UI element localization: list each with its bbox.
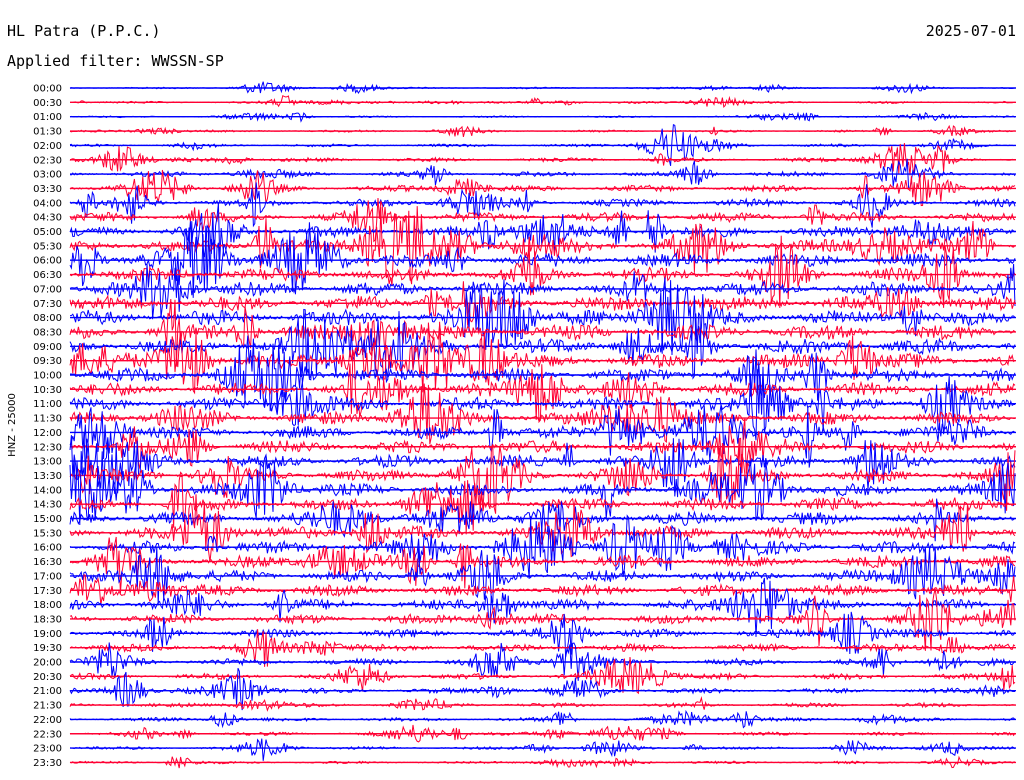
row-tick-label: 13:30 <box>33 471 62 482</box>
filter-label: Applied filter: WWSSN-SP <box>7 52 224 70</box>
row-tick-label: 14:30 <box>33 500 62 511</box>
trace-row-0700 <box>69 263 1016 320</box>
station-title: HL Patra (P.P.C.) <box>7 22 161 40</box>
row-tick-label: 07:30 <box>33 299 62 310</box>
row-tick-label: 12:30 <box>33 442 62 453</box>
row-tick-label: 04:00 <box>33 198 62 209</box>
trace-row-0030 <box>70 94 1016 108</box>
row-tick-label: 10:00 <box>33 371 62 382</box>
row-tick-label: 23:00 <box>33 744 62 755</box>
row-tick-label: 07:00 <box>33 284 62 295</box>
row-tick-label: 01:30 <box>33 127 62 138</box>
row-tick-label: 18:00 <box>33 600 62 611</box>
row-tick-label: 10:30 <box>33 385 62 396</box>
row-tick-label: 22:30 <box>33 729 62 740</box>
row-tick-label: 11:00 <box>33 399 62 410</box>
row-tick-label: 17:30 <box>33 586 62 597</box>
row-tick-label: 06:30 <box>33 270 62 281</box>
row-tick-label: 13:00 <box>33 457 62 468</box>
row-tick-label: 19:30 <box>33 643 62 654</box>
row-tick-label: 09:00 <box>33 342 62 353</box>
date-label: 2025-07-01 <box>926 22 1016 40</box>
trace-row-2330 <box>69 755 1016 769</box>
row-tick-label: 08:30 <box>33 327 62 338</box>
row-tick-label: 23:30 <box>33 758 62 769</box>
trace-row-0500 <box>69 203 1016 261</box>
trace-row-2130 <box>69 696 1016 712</box>
row-tick-label: 17:00 <box>33 571 62 582</box>
trace-row-2000 <box>69 642 1016 681</box>
trace-row-0330 <box>69 169 1016 207</box>
y-axis-label: HNZ - 25000 <box>7 393 18 457</box>
row-tick-label: 01:00 <box>33 112 62 123</box>
row-tick-label: 05:30 <box>33 241 62 252</box>
trace-row-1830 <box>69 588 1016 651</box>
row-tick-label: 05:00 <box>33 227 62 238</box>
row-tick-label: 20:00 <box>33 658 62 669</box>
row-tick-label: 06:00 <box>33 256 62 267</box>
row-tick-labels: 00:00 00:30 01:00 01:30 02:00 02:30 03:00 03:30… <box>33 84 62 769</box>
row-tick-label: 03:30 <box>33 184 62 195</box>
row-tick-label: 18:30 <box>33 614 62 625</box>
row-tick-label: 11:30 <box>33 414 62 425</box>
trace-row-1330 <box>69 438 1016 514</box>
row-tick-label: 21:30 <box>33 701 62 712</box>
row-tick-label: 22:00 <box>33 715 62 726</box>
trace-row-0530 <box>69 206 1016 286</box>
trace-row-0800 <box>70 277 1016 356</box>
row-tick-label: 08:00 <box>33 313 62 324</box>
row-tick-label: 12:00 <box>33 428 62 439</box>
trace-row-1200 <box>69 405 1016 468</box>
row-tick-label: 16:30 <box>33 557 62 568</box>
row-tick-label: 02:00 <box>33 141 62 152</box>
row-tick-label: 02:30 <box>33 155 62 166</box>
row-tick-label: 00:00 <box>33 84 62 95</box>
trace-group <box>69 81 1016 769</box>
row-tick-label: 21:00 <box>33 686 62 697</box>
row-tick-label: 16:00 <box>33 543 62 554</box>
row-tick-label: 09:30 <box>33 356 62 367</box>
row-tick-label: 15:30 <box>33 528 62 539</box>
trace-row-2300 <box>69 738 1016 761</box>
row-tick-label: 14:00 <box>33 485 62 496</box>
row-tick-label: 20:30 <box>33 672 62 683</box>
row-tick-label: 04:30 <box>33 213 62 224</box>
row-tick-label: 19:00 <box>33 629 62 640</box>
row-tick-label: 00:30 <box>33 98 62 109</box>
row-tick-label: 03:00 <box>33 170 62 181</box>
row-tick-label: 15:00 <box>33 514 62 525</box>
